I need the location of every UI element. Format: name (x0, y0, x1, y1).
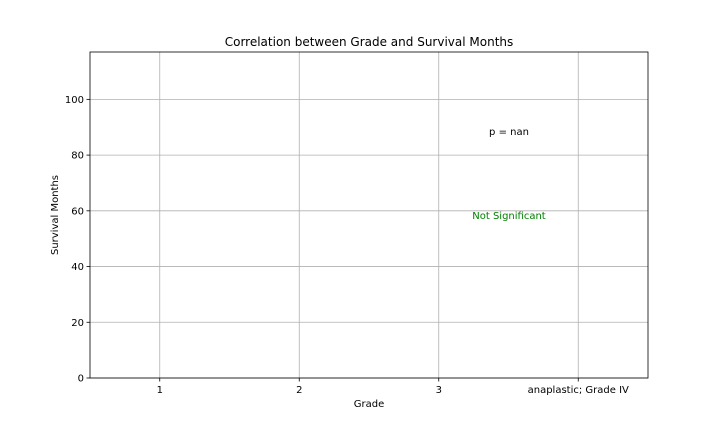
x-tick-label: 2 (296, 385, 302, 396)
y-tick-label: 60 (71, 206, 84, 217)
grid (90, 52, 648, 379)
ticks: 0 20 40 60 80 100 1 2 3 anaplastic; Grade IV (65, 95, 629, 396)
x-tick-label: anaplastic; Grade IV (528, 385, 629, 396)
x-tick-label: 3 (436, 385, 442, 396)
y-tick-label: 40 (71, 262, 84, 273)
y-tick-label: 20 (71, 318, 84, 329)
y-tick-label: 0 (78, 374, 84, 385)
x-tick-label: 1 (157, 385, 163, 396)
significance-annotation: Not Significant (472, 211, 546, 222)
y-axis-label: Survival Months (50, 175, 61, 255)
plot-frame (89, 51, 649, 379)
y-tick-label: 100 (65, 95, 84, 106)
y-tick-label: 80 (71, 151, 84, 162)
chart-title: Correlation between Grade and Survival M… (225, 35, 514, 49)
x-axis-label: Grade (354, 399, 385, 410)
p-value-annotation: p = nan (489, 127, 529, 138)
